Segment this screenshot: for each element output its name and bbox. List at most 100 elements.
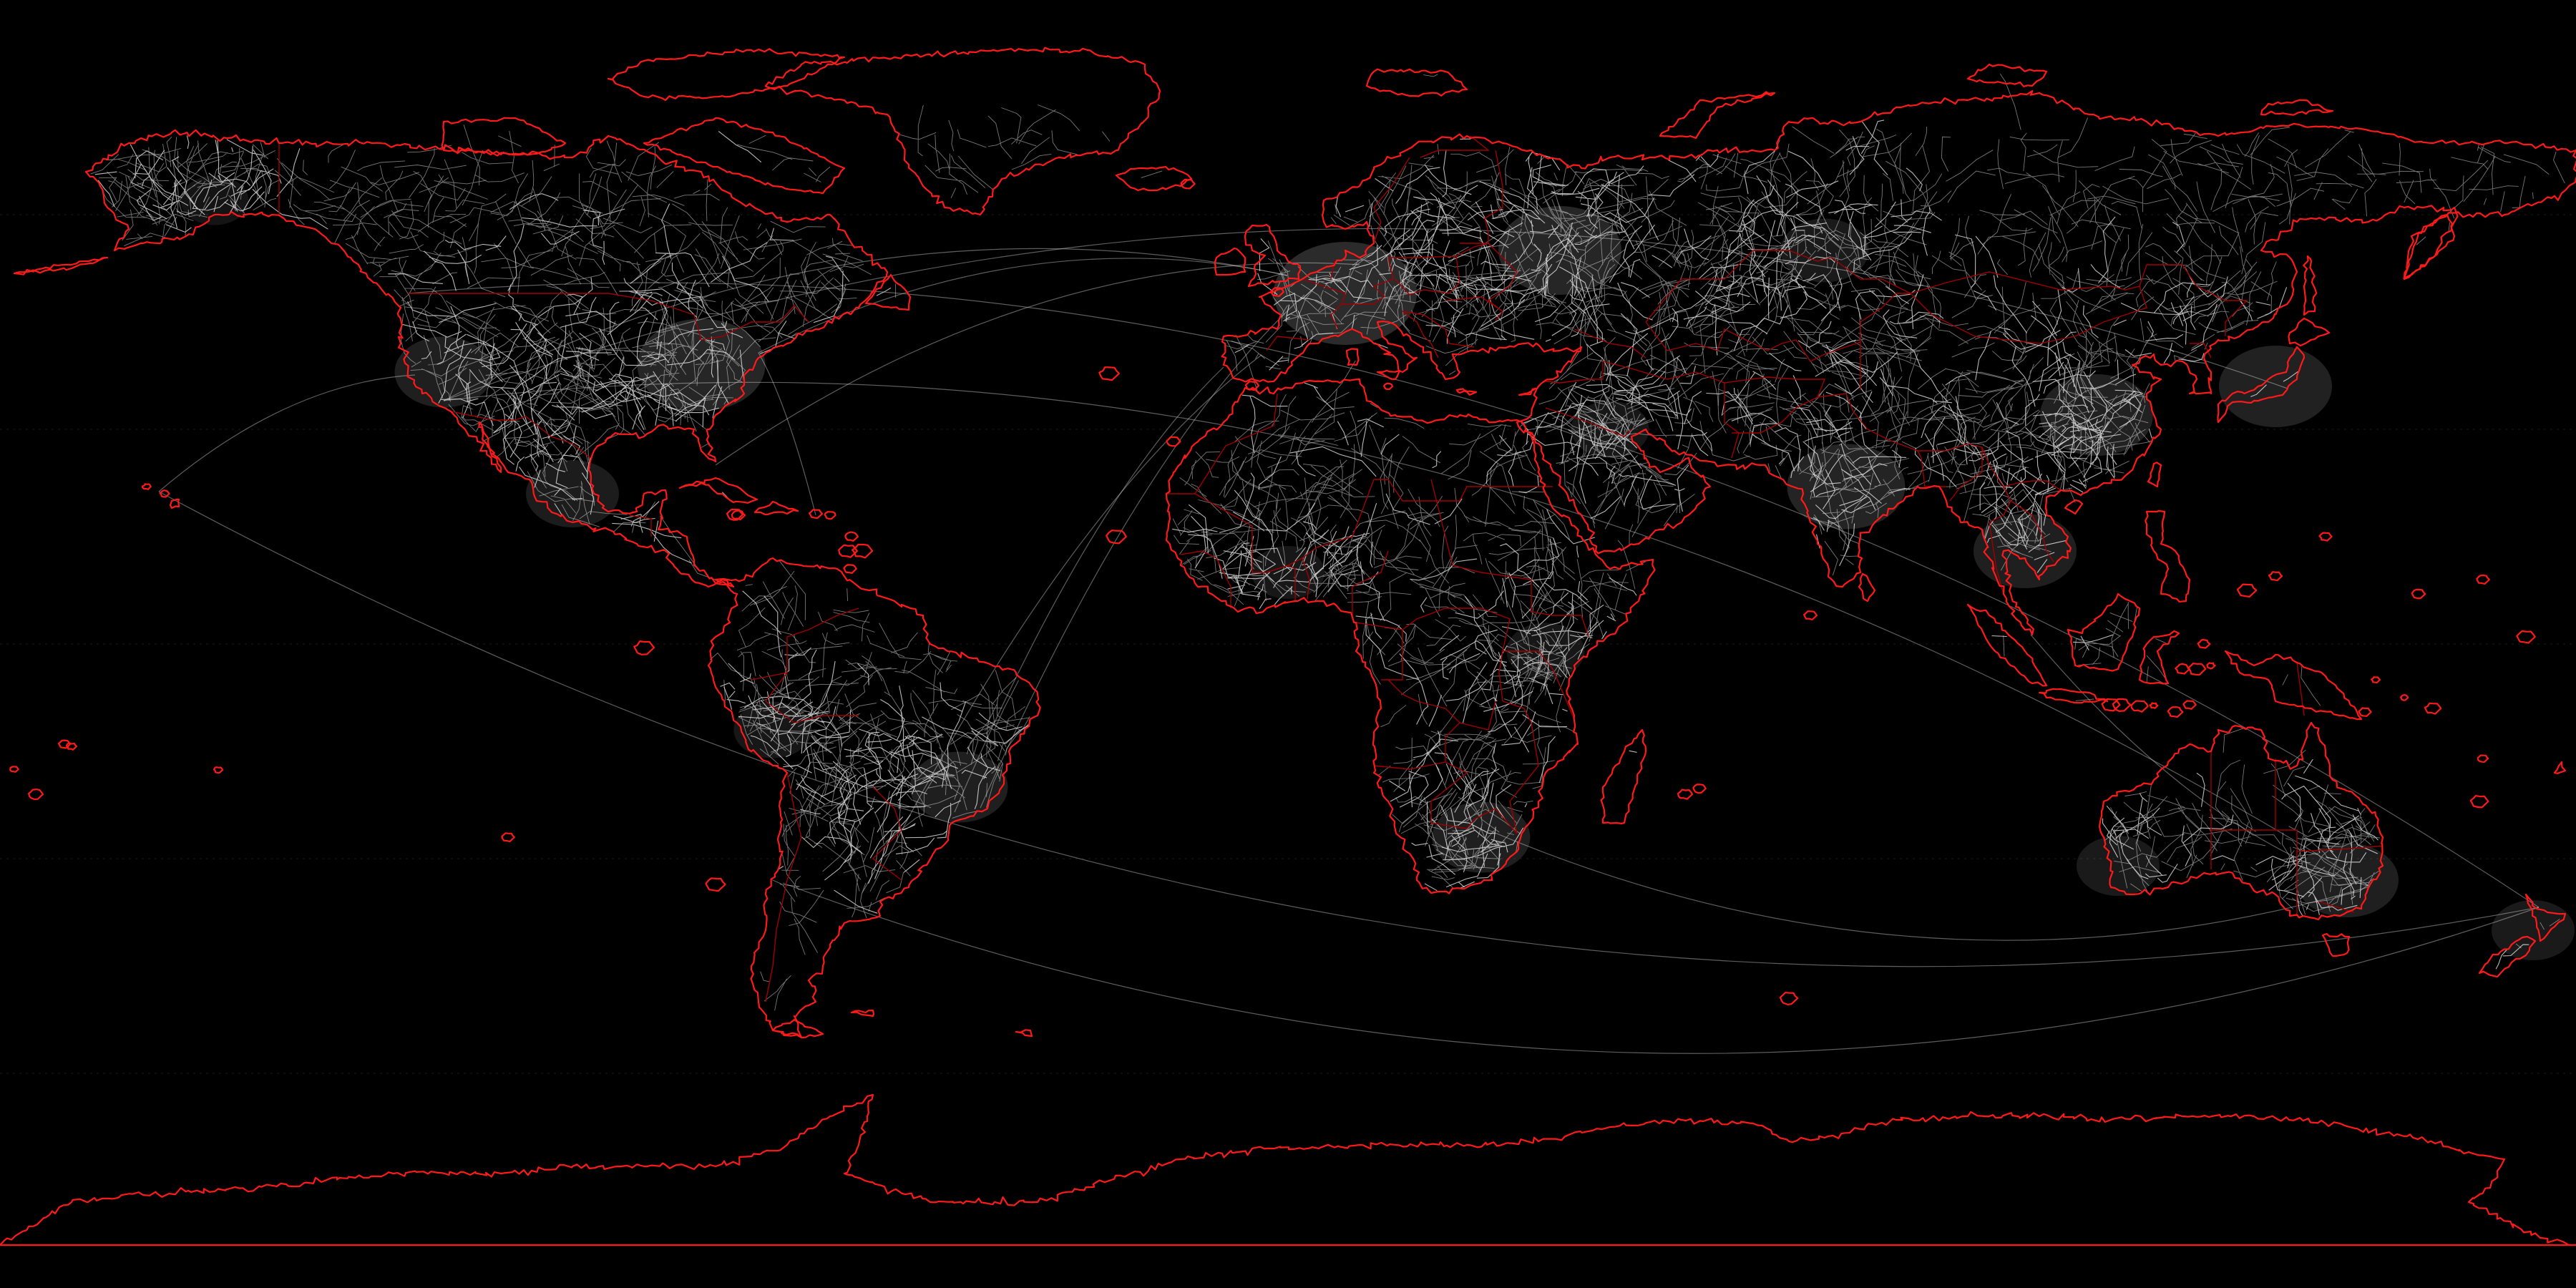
coastline-islet-28 (2477, 754, 2489, 763)
coastline-islet-46 (9, 766, 19, 773)
coastline-baffin (643, 117, 846, 195)
coastline-islet-35 (1803, 610, 1818, 621)
coastline-tasmania (2321, 932, 2351, 957)
country-border (1430, 479, 1589, 638)
country-border (408, 293, 809, 341)
country-border (450, 411, 591, 459)
coastline-islet-50 (1180, 178, 1196, 190)
country-border (1373, 157, 1410, 244)
coastline-eurasia (1221, 89, 2576, 636)
country-border (1645, 250, 1911, 323)
coastline-sicily (1376, 369, 1401, 381)
long-haul-route (954, 366, 1224, 813)
coastline-south-georgia (1015, 1029, 1033, 1038)
network-hotspot-east-africa (1506, 623, 1585, 680)
coastline-cuba (678, 477, 758, 504)
coastline-islet-45 (141, 483, 152, 490)
long-haul-route (158, 374, 416, 492)
coastline-islet-25 (57, 739, 72, 749)
country-borders-layer (278, 135, 2384, 1002)
coastline-islet-3 (809, 509, 824, 519)
coastline-islet-49 (1270, 287, 1284, 297)
country-border (2275, 758, 2384, 852)
network-hotspot-southern-africa (1432, 801, 1531, 873)
coastline-islet-34 (1692, 784, 1707, 794)
coastline-islet-42 (1779, 992, 1799, 1005)
transport-network-layer (90, 73, 2575, 1011)
country-border (1387, 679, 1460, 723)
coastline-falklands (850, 1009, 874, 1018)
country-border (1602, 361, 1740, 459)
coastline-islet-27 (2469, 795, 2489, 809)
coastlines-layer (0, 47, 2576, 1246)
long-haul-route (407, 282, 2540, 908)
network-hotspot-western-us (394, 336, 493, 408)
coastline-islet-7 (843, 564, 857, 574)
country-border (1287, 565, 1296, 601)
network-hotspot-sw-australia (2077, 836, 2160, 896)
long-haul-route (2030, 634, 2371, 887)
coastline-newfoundland (864, 273, 912, 311)
network-hotspot-india (1787, 444, 1906, 530)
country-border (1194, 479, 1553, 573)
coastline-islet-2 (824, 511, 836, 520)
coastline-madagascar (1600, 728, 1647, 824)
coastline-islet-15 (2206, 662, 2216, 670)
country-border (751, 608, 859, 680)
coastline-islet-39 (633, 640, 655, 655)
coastline-hokkaido (2288, 317, 2331, 347)
country-border (1545, 361, 1604, 384)
country-border (1373, 761, 1446, 770)
country-border (629, 514, 652, 537)
coastline-islet-32 (2358, 707, 2372, 717)
coastline-taiwan (2147, 462, 2162, 488)
coastline-islet-14 (2187, 663, 2207, 676)
network-hotspot-mexico (526, 460, 619, 527)
long-haul-route (758, 352, 816, 516)
country-border (765, 672, 859, 723)
country-border (1180, 550, 1231, 608)
country-border (1503, 650, 1575, 720)
transport-network-sparse (90, 73, 2565, 1011)
coastline-islet-40 (501, 832, 515, 842)
coastline-islet-43 (65, 742, 78, 751)
coastline-africa (1165, 378, 1656, 894)
coastline-antarctica (0, 1093, 2576, 1246)
graticule (0, 214, 2576, 1074)
coastline-islet-44 (159, 489, 170, 498)
coastline-java (2038, 688, 2109, 704)
coastline-islet-17 (2175, 663, 2190, 675)
coastline-hispaniola (753, 500, 799, 516)
country-border (1266, 336, 1310, 351)
coastline-islet-10 (2130, 700, 2149, 713)
country-border (1545, 407, 1632, 437)
long-haul-route (443, 228, 2288, 401)
country-border (1989, 486, 2011, 595)
coastline-islet-33 (1677, 789, 1694, 800)
country-border (1645, 293, 1911, 362)
network-hotspot-eastern-us (637, 318, 766, 411)
coastline-hainan (2064, 499, 2084, 515)
network-hotspot-japan (2219, 346, 2332, 427)
coastline-islet-21 (2411, 588, 2426, 600)
long-haul-route (158, 491, 2540, 967)
coastline-islet-23 (2516, 630, 2536, 644)
coastline-islet-9 (2112, 698, 2132, 712)
coastline-new-siberian (2260, 99, 2334, 116)
coastline-islet-38 (1106, 530, 1127, 545)
network-hotspot-southeast-asia (1974, 514, 2077, 588)
coastline-islet-6 (852, 543, 874, 559)
coastline-crete (1455, 388, 1478, 396)
coastline-japan (2217, 346, 2306, 424)
country-border (1817, 393, 1983, 502)
coastline-australia (2099, 721, 2384, 921)
coastline-islet-20 (2318, 532, 2333, 542)
coastline-fiji (2553, 761, 2567, 774)
coastline-islet-13 (2182, 700, 2197, 710)
coastline-svalbard (1365, 68, 1468, 97)
coastline-severnaya (1966, 63, 2048, 87)
country-border (1302, 557, 1310, 600)
coastline-tierra-del-fuego (771, 1018, 824, 1039)
country-border (1430, 672, 1539, 834)
